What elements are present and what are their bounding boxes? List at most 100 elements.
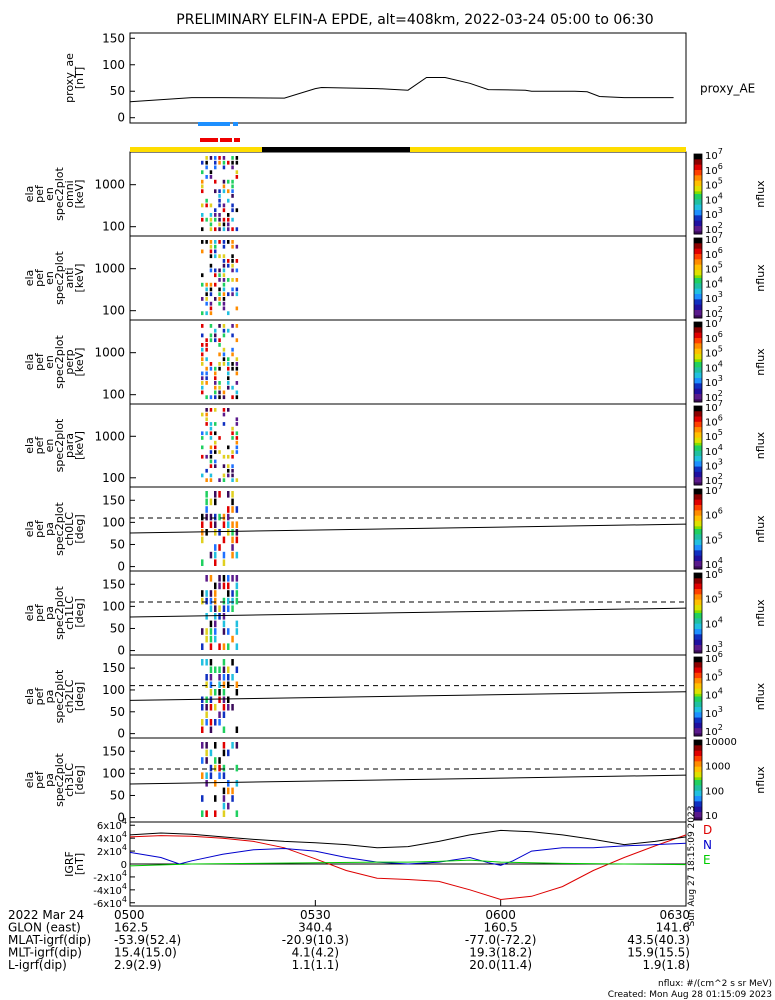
spectrogram-cell <box>201 742 204 749</box>
ytick-label: 100 <box>102 766 125 780</box>
colorbar-segment <box>694 712 702 716</box>
spectrogram-cell <box>231 478 234 482</box>
spectrogram-cell <box>214 464 217 468</box>
spectrogram-cell <box>222 324 226 328</box>
spectrogram-cell <box>231 189 234 194</box>
colorbar-segment <box>694 286 702 290</box>
spectrogram-cell <box>214 521 217 528</box>
colorbar-segment <box>694 335 702 339</box>
loss-cone-line <box>129 774 687 785</box>
colorbar-tick: 104 <box>705 275 723 290</box>
spectrogram-cell <box>209 431 213 436</box>
spectrogram-cell <box>235 551 239 559</box>
spectrogram-cell <box>231 704 234 711</box>
spectrogram-cell <box>205 498 208 506</box>
proxy-ae-line <box>129 77 674 103</box>
ylabel-line: ela <box>23 354 36 371</box>
spectrogram-cell <box>218 366 221 371</box>
colorbar-tick-base: 10 <box>705 727 718 738</box>
colorbar-tick-exp: 6 <box>718 162 723 171</box>
spectrogram-cell <box>209 287 213 292</box>
spectrogram-cell <box>231 597 234 605</box>
ytick-label: 0 <box>117 560 125 574</box>
spectrogram-cell <box>214 160 217 165</box>
colorbar-tick-base: 10 <box>705 334 718 345</box>
spectrogram-cell <box>209 719 213 726</box>
spectrogram-cell <box>201 436 204 440</box>
colorbar-segment <box>694 477 702 481</box>
spectrogram-cell <box>222 643 226 650</box>
spectrogram-cell <box>231 395 234 400</box>
spectrogram-cell <box>214 381 217 385</box>
ytick-label: 50 <box>110 621 125 635</box>
spectrogram-cell <box>235 478 239 482</box>
spectrogram-cell <box>201 643 204 650</box>
ytick-label-base: 4x10 <box>97 834 122 845</box>
colorbar-segment <box>694 817 702 821</box>
spectrogram-cell <box>214 376 217 381</box>
axis-row-value: 15.9(15.5) <box>627 946 690 960</box>
ylabel-line: ela <box>23 521 36 538</box>
spectrogram-cell <box>222 189 226 194</box>
spectrogram-cell <box>231 227 234 232</box>
spectrogram-cell <box>205 357 208 362</box>
side-timestamp: Sun Aug 27 18:15:09 2023 <box>687 806 697 927</box>
spectrogram-cell <box>209 366 213 371</box>
spectrogram-cell <box>218 189 221 194</box>
ylabel-line: en <box>43 187 56 201</box>
colorbar-tick-exp: 7 <box>718 399 723 408</box>
ylabel-line: pef <box>33 436 46 455</box>
spectrogram-cell <box>231 217 234 222</box>
colorbar-tick: 10 <box>705 811 718 822</box>
spectrogram-cell <box>209 222 213 227</box>
colorbar-segment <box>694 204 702 208</box>
colorbar-segment <box>694 448 702 452</box>
spectrogram-cell <box>209 704 213 711</box>
colorbar-tick: 107 <box>705 315 723 330</box>
spectrogram-cell <box>209 268 213 273</box>
spectrogram-cells <box>201 408 239 482</box>
spectrogram-cell <box>205 240 208 244</box>
colorbar-segment <box>694 399 702 403</box>
ytick-label: -6x104 <box>93 895 127 910</box>
spectrogram-cell <box>227 802 230 810</box>
ytick-label-exp: 4 <box>122 869 127 878</box>
spectrogram-cell <box>235 278 239 282</box>
spectrogram-cell <box>214 208 217 213</box>
spectrogram-cell <box>227 590 230 597</box>
colorbar-label: nflux <box>754 180 767 208</box>
spectrogram-cell <box>218 529 221 536</box>
spectrogram-cell <box>235 506 239 513</box>
spectrogram-cell <box>214 165 217 170</box>
colorbar-tick: 105 <box>705 177 723 192</box>
axis-row-value: 20.0(11.4) <box>469 958 532 972</box>
spectrogram-cell <box>222 357 226 362</box>
colorbar-segment <box>694 664 702 669</box>
spectrogram-cell <box>209 156 213 160</box>
colorbar-tick-base: 10 <box>705 403 718 414</box>
created-timestamp: Created: Mon Aug 28 01:15:09 2023 <box>608 990 772 1000</box>
spectrogram-cell <box>214 764 217 772</box>
spectrogram-cell <box>201 357 204 362</box>
spectrogram-cell <box>231 194 234 198</box>
spectrogram-cell <box>227 263 230 268</box>
colorbar-tick-exp: 7 <box>718 231 723 240</box>
proxy-ae-legend: proxy_AE <box>700 82 755 96</box>
spectrogram-cell <box>214 249 217 254</box>
colorbar-tick-exp: 6 <box>718 414 723 423</box>
spectrogram-cell <box>235 371 239 376</box>
spectrogram-cell <box>218 689 221 696</box>
colorbar-tick-base: 10 <box>705 432 718 443</box>
ylabel-line: spec2plot <box>53 167 66 221</box>
spectrogram-cell <box>218 338 221 343</box>
spectrogram-cell <box>235 422 239 426</box>
colorbar-tick: 1000 <box>705 762 730 773</box>
spectrogram-cell <box>214 338 217 343</box>
spectrogram-cell <box>214 189 217 194</box>
spectrogram-cell <box>222 306 226 311</box>
spectrogram-cell <box>209 395 213 400</box>
spectrogram-cell <box>222 536 226 544</box>
colorbar-label: nflux <box>754 348 767 376</box>
colorbar-segment <box>694 650 702 654</box>
